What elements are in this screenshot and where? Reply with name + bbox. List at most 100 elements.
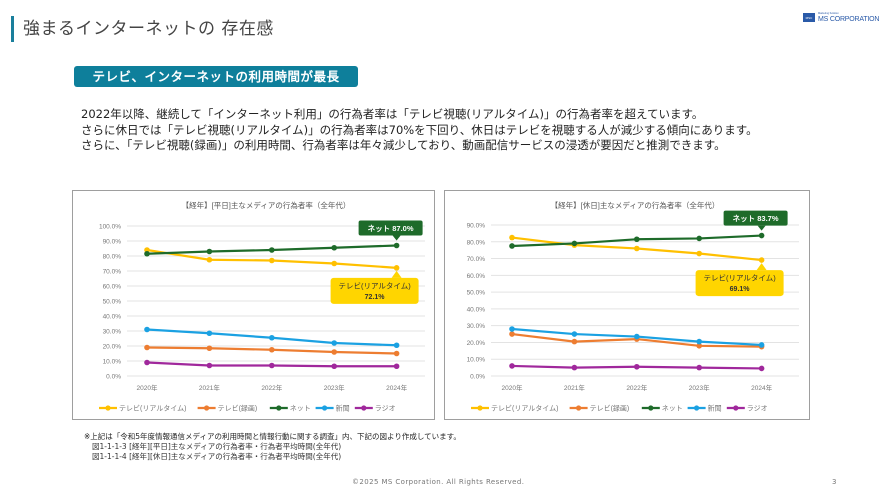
data-point-radio — [269, 362, 275, 369]
data-point-radio — [696, 364, 702, 371]
data-point-tv_realtime — [634, 245, 640, 252]
data-point-newspaper — [571, 331, 578, 337]
x-tick-label: 2022年 — [626, 383, 647, 392]
data-point-tv_realtime — [509, 234, 515, 241]
data-point-tv_realtime — [393, 265, 400, 271]
data-point-newspaper — [206, 330, 213, 337]
legend-swatch-marker — [733, 405, 739, 411]
data-point-net — [393, 242, 400, 249]
y-tick-label: 20.0% — [467, 340, 486, 347]
y-tick-label: 40.0% — [467, 306, 486, 313]
data-point-tv_recorded — [269, 346, 275, 353]
intro-line: 2022年以降、継続して「インターネット利用」の行為者率は「テレビ視聴(リアルタ… — [81, 107, 704, 121]
y-tick-label: 40.0% — [103, 314, 122, 321]
data-point-radio — [758, 365, 765, 372]
callout-net — [723, 210, 788, 226]
intro-text: 2022年以降、継続して「インターネット利用」の行為者率は「テレビ視聴(リアルタ… — [81, 107, 758, 154]
x-tick-label: 2020年 — [502, 383, 523, 392]
data-point-tv_recorded — [571, 338, 578, 345]
y-tick-label: 90.0% — [103, 239, 122, 246]
logo-subtext: Marketing Solution — [818, 12, 839, 15]
legend-label: テレビ(録画) — [590, 404, 630, 413]
data-point-tv_realtime — [758, 257, 765, 263]
y-tick-label: 90.0% — [467, 223, 486, 230]
y-tick-label: 10.0% — [103, 359, 122, 366]
x-tick-label: 2020年 — [137, 383, 158, 392]
data-point-radio — [206, 362, 213, 369]
x-tick-label: 2024年 — [386, 383, 407, 392]
source-note: ※上記は「令和5年度情報通信メディアの利用時間と情報行動に関する調査」内、下記の… — [84, 432, 461, 462]
source-note-main: ※上記は「令和5年度情報通信メディアの利用時間と情報行動に関する調査」内、下記の… — [84, 432, 461, 441]
callout-tv — [695, 270, 784, 297]
y-tick-label: 70.0% — [103, 269, 122, 276]
data-point-net — [758, 232, 765, 239]
data-point-newspaper — [758, 342, 765, 348]
data-point-net — [269, 247, 275, 253]
legend-label: 新聞 — [708, 404, 722, 413]
callout-net-label: ネット 87.0% — [368, 224, 414, 233]
data-point-tv_recorded — [393, 350, 400, 357]
legend-label: テレビ(リアルタイム) — [119, 404, 186, 413]
x-tick-label: 2023年 — [324, 383, 345, 392]
intro-line: さらに、「テレビ視聴(録画)」の利用時間、行為者率は年々減少しており、動画配信サ… — [81, 138, 726, 152]
chart-title: 【経年】[休日]主なメディアの行為者率（全年代） — [551, 200, 720, 210]
section-badge: テレビ、インターネットの利用時間が最長 — [74, 66, 358, 87]
legend-swatch-marker — [576, 405, 582, 411]
legend-label: ラジオ — [375, 405, 396, 413]
page-number: 3 — [832, 478, 837, 486]
legend-swatch-marker — [204, 405, 210, 411]
callout-tv — [330, 277, 419, 304]
data-point-net — [571, 240, 578, 247]
x-tick-label: 2021年 — [564, 383, 585, 392]
data-point-radio — [509, 363, 515, 369]
data-point-net — [144, 250, 150, 257]
y-tick-label: 10.0% — [467, 357, 486, 364]
data-point-radio — [571, 364, 578, 371]
chart-holiday: 【経年】[休日]主なメディアの行為者率（全年代） 0.0% 10.0% 20.0% 30… — [444, 190, 810, 420]
data-point-tv_recorded — [144, 344, 150, 351]
y-tick-label: 20.0% — [103, 344, 122, 351]
y-tick-label: 100.0% — [99, 224, 121, 231]
legend-swatch-marker — [276, 405, 282, 411]
callout-tv-value: 69.1% — [730, 286, 751, 293]
callout-tv-value: 72.1% — [365, 294, 386, 301]
data-point-net — [206, 248, 213, 255]
intro-line: さらに休日では「テレビ視聴(リアルタイム)」の行為者率は70%を下回り、休日はテ… — [81, 122, 758, 137]
legend-label: ラジオ — [747, 405, 768, 413]
y-tick-label: 60.0% — [103, 284, 122, 291]
chart-title: 【経年】[平日]主なメディアの行為者率（全年代） — [182, 200, 351, 210]
data-point-newspaper — [393, 342, 400, 349]
callout-pointer — [391, 270, 402, 278]
data-point-radio — [331, 363, 338, 370]
x-tick-label: 2021年 — [199, 383, 220, 392]
data-point-radio — [634, 363, 640, 370]
data-point-tv_realtime — [269, 257, 275, 264]
page-title: 強まるインターネットの 存在感 — [23, 19, 274, 39]
chart-weekday: 【経年】[平日]主なメディアの行為者率（全年代） 0.0% 10.0% 20.0% 30… — [72, 190, 435, 420]
y-tick-label: 0.0% — [470, 374, 485, 381]
data-point-tv_recorded — [696, 343, 702, 349]
company-logo: MSC Marketing Solution MS CORPORATION — [803, 12, 879, 23]
y-tick-label: 30.0% — [467, 323, 486, 330]
data-point-net — [634, 236, 640, 243]
legend-label: 新聞 — [336, 404, 350, 413]
legend-swatch-marker — [361, 405, 367, 411]
y-tick-label: 50.0% — [467, 290, 486, 297]
legend-label: ネット — [290, 405, 311, 413]
y-tick-label: 30.0% — [103, 329, 122, 336]
callout-tv-label: テレビ(リアルタイム) — [338, 281, 411, 290]
source-ref: 図1-1-1-3 [経年][平日]主なメディアの行為者率・行為者平均時間(全年代… — [92, 442, 342, 451]
callout-net — [358, 220, 423, 236]
legend-label: テレビ(録画) — [218, 404, 258, 413]
y-tick-label: 70.0% — [467, 256, 486, 263]
copyright: ©2025 MS Corporation. All Rights Reserve… — [352, 478, 525, 486]
data-point-tv_recorded — [331, 349, 338, 355]
legend-swatch-marker — [322, 405, 328, 411]
data-point-tv_realtime — [331, 260, 338, 267]
y-tick-label: 80.0% — [467, 239, 486, 246]
callout-net-label: ネット 83.7% — [733, 214, 779, 223]
source-ref: 図1-1-1-4 [経年][休日]主なメディアの行為者率・行為者平均時間(全年代… — [92, 452, 342, 461]
legend-swatch-marker — [105, 405, 111, 411]
legend-swatch-marker — [648, 405, 654, 411]
legend-swatch-marker — [694, 405, 700, 411]
